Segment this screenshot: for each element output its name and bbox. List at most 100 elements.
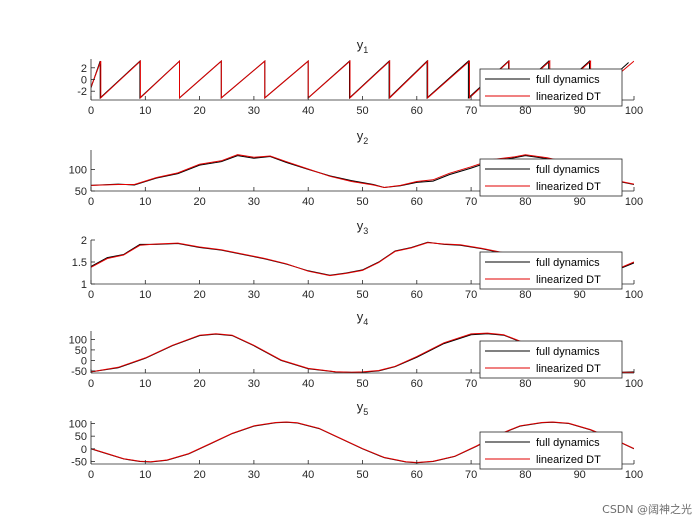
x-tick-label: 20 xyxy=(193,289,205,301)
x-tick-label: 80 xyxy=(519,196,531,208)
x-tick-label: 20 xyxy=(193,105,205,117)
x-tick-label: 90 xyxy=(574,289,586,301)
legend: full dynamics linearized DT xyxy=(479,431,623,470)
x-tick-label: 60 xyxy=(411,469,423,481)
x-tick-label: 20 xyxy=(193,196,205,208)
x-tick-label: 40 xyxy=(302,289,314,301)
legend-box xyxy=(479,68,623,107)
legend-label: full dynamics xyxy=(536,164,600,176)
subplot-3: 0 10 20 30 40 50 60 70 80 90 100 2 1.5 1 y3 full dynami… xyxy=(72,218,643,301)
legend-box xyxy=(479,251,623,290)
x-tick-label: 70 xyxy=(465,289,477,301)
x-tick-label: 0 xyxy=(88,378,94,390)
legend-label: linearized DT xyxy=(536,363,601,375)
x-tick-label: 100 xyxy=(625,196,643,208)
x-tick-label: 90 xyxy=(574,196,586,208)
x-tick-label: 50 xyxy=(356,105,368,117)
x-tick-label: 60 xyxy=(411,196,423,208)
subplot-title: y1 xyxy=(357,37,369,55)
subplot-title: y5 xyxy=(357,399,369,417)
x-tick-label: 100 xyxy=(625,378,643,390)
x-tick-label: 0 xyxy=(88,105,94,117)
x-tick-label: 50 xyxy=(356,196,368,208)
y-tick-label: 100 xyxy=(69,334,87,346)
legend-label: full dynamics xyxy=(536,437,600,449)
x-tick-label: 90 xyxy=(574,469,586,481)
y-tick-label: 1 xyxy=(81,279,87,291)
y-tick-label: -2 xyxy=(77,86,87,98)
x-tick-label: 30 xyxy=(248,469,260,481)
watermark: CSDN @阔神之光 xyxy=(602,503,692,516)
x-tick-label: 10 xyxy=(139,469,151,481)
x-tick-label: 10 xyxy=(139,105,151,117)
legend-label: full dynamics xyxy=(536,257,600,269)
x-tick-label: 0 xyxy=(88,289,94,301)
legend-box xyxy=(479,431,623,470)
y-tick-label: 100 xyxy=(69,164,87,176)
y-tick-label: 1.5 xyxy=(72,257,87,269)
legend-label: linearized DT xyxy=(536,91,601,103)
x-tick-label: 10 xyxy=(139,196,151,208)
x-tick-label: 80 xyxy=(519,378,531,390)
y-tick-label: 0 xyxy=(81,355,87,367)
y-tick-label: 50 xyxy=(75,186,87,198)
y-tick-label: 0 xyxy=(81,444,87,456)
x-tick-label: 30 xyxy=(248,289,260,301)
legend: full dynamics linearized DT xyxy=(479,251,623,290)
subplot-title: y3 xyxy=(357,218,369,236)
y-tick-label: -50 xyxy=(71,456,87,468)
x-tick-label: 10 xyxy=(139,378,151,390)
x-tick-label: 100 xyxy=(625,289,643,301)
x-tick-label: 60 xyxy=(411,105,423,117)
x-tick-label: 70 xyxy=(465,105,477,117)
x-tick-label: 50 xyxy=(356,289,368,301)
subplot-2: 0 10 20 30 40 50 60 70 80 90 100 100 50 y2 full dynami… xyxy=(69,128,644,208)
x-tick-label: 20 xyxy=(193,378,205,390)
y-tick-label: -50 xyxy=(71,366,87,378)
x-tick-label: 10 xyxy=(139,289,151,301)
legend: full dynamics linearized DT xyxy=(479,340,623,379)
legend: full dynamics linearized DT xyxy=(479,158,623,197)
x-tick-label: 50 xyxy=(356,378,368,390)
y-tick-label: 0 xyxy=(81,75,87,87)
legend-label: full dynamics xyxy=(536,346,600,358)
x-tick-label: 40 xyxy=(302,196,314,208)
x-tick-label: 70 xyxy=(465,378,477,390)
x-tick-label: 50 xyxy=(356,469,368,481)
x-tick-label: 40 xyxy=(302,469,314,481)
x-tick-label: 30 xyxy=(248,105,260,117)
legend-box xyxy=(479,158,623,197)
x-tick-label: 90 xyxy=(574,378,586,390)
x-tick-label: 30 xyxy=(248,378,260,390)
x-tick-label: 80 xyxy=(519,105,531,117)
x-tick-label: 90 xyxy=(574,105,586,117)
x-tick-label: 80 xyxy=(519,469,531,481)
y-tick-label: 2 xyxy=(81,235,87,247)
x-tick-label: 60 xyxy=(411,289,423,301)
x-tick-label: 20 xyxy=(193,469,205,481)
x-tick-label: 70 xyxy=(465,196,477,208)
subplot-title: y4 xyxy=(357,309,369,327)
legend-label: linearized DT xyxy=(536,274,601,286)
x-tick-label: 30 xyxy=(248,196,260,208)
x-tick-label: 100 xyxy=(625,469,643,481)
x-tick-label: 40 xyxy=(302,105,314,117)
x-tick-label: 40 xyxy=(302,378,314,390)
series-line-linearized-dt xyxy=(91,421,634,464)
subplot-title: y2 xyxy=(357,128,369,146)
x-tick-label: 100 xyxy=(625,105,643,117)
y-tick-label: 50 xyxy=(75,431,87,443)
x-tick-label: 80 xyxy=(519,289,531,301)
x-tick-label: 0 xyxy=(88,196,94,208)
x-tick-label: 0 xyxy=(88,469,94,481)
series-line-linearized-dt xyxy=(91,154,634,189)
x-tick-label: 60 xyxy=(411,378,423,390)
legend-label: linearized DT xyxy=(536,181,601,193)
legend-label: full dynamics xyxy=(536,74,600,86)
legend: full dynamics linearized DT xyxy=(479,68,623,107)
x-tick-label: 70 xyxy=(465,469,477,481)
